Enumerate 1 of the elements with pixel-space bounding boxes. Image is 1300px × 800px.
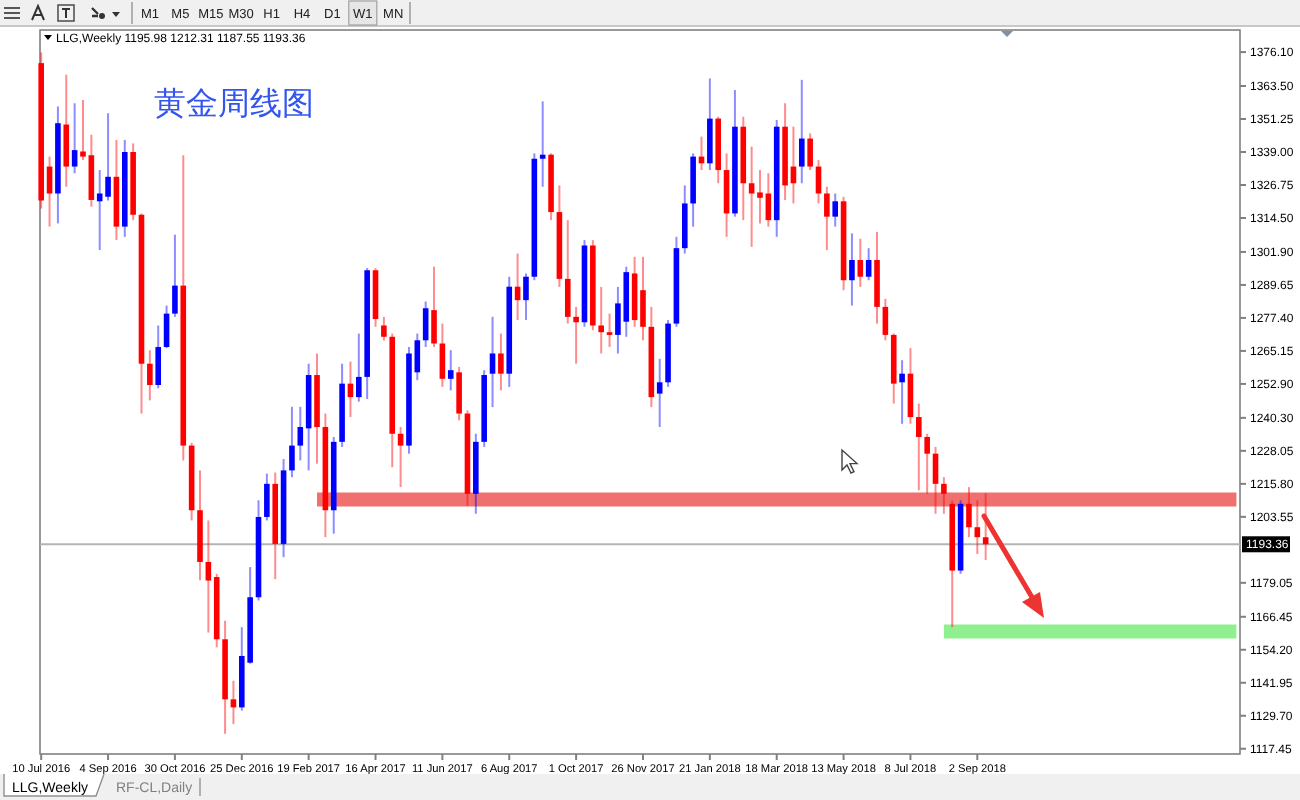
text: 黄金周线图 — [154, 86, 314, 122]
